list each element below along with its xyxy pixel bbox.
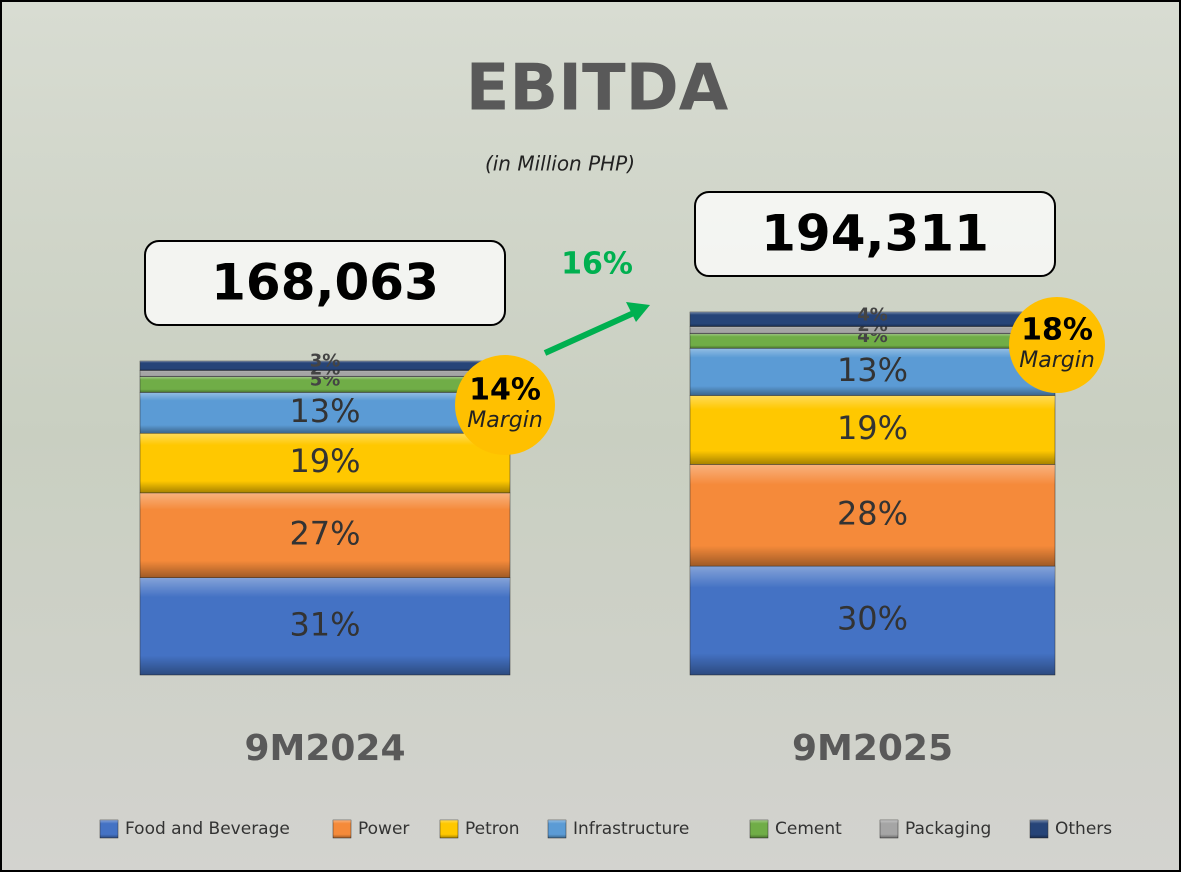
growth-label: 16%: [561, 247, 633, 282]
bar-shade: [140, 492, 510, 578]
bar-shade: [140, 370, 510, 377]
bar-shade: [140, 376, 510, 393]
chart-title: EBITDA: [466, 52, 729, 126]
bar-shade: [690, 566, 1055, 675]
total-label: 168,063: [211, 254, 439, 312]
total-box: [694, 191, 1056, 277]
x-tick-label: 9M2025: [792, 728, 953, 769]
bar-shade: [690, 395, 1055, 465]
legend-swatch-shade: [1030, 820, 1048, 838]
margin-caption: Margin: [467, 408, 543, 433]
data-label: 28%: [837, 494, 908, 532]
bar-shade: [690, 333, 1055, 349]
data-label: 27%: [289, 514, 360, 552]
legend-label: Others: [1055, 819, 1112, 839]
bar-shade: [690, 348, 1055, 396]
bar-shade: [140, 361, 510, 371]
data-label: 4%: [857, 304, 888, 325]
data-label: 3%: [310, 351, 341, 372]
legend-swatch-shade: [440, 820, 458, 838]
legend-swatch-shade: [750, 820, 768, 838]
margin-badge: [1009, 297, 1105, 393]
bar-shade: [140, 392, 510, 434]
growth-arrow: [543, 309, 638, 356]
bar-shade: [140, 577, 510, 675]
legend-label: Infrastructure: [573, 819, 689, 839]
legend-swatch-shade: [100, 820, 118, 838]
bar-shade: [690, 464, 1055, 567]
legend-label: Petron: [465, 819, 520, 839]
x-tick-label: 9M2024: [244, 728, 405, 769]
legend-swatch-shade: [333, 820, 351, 838]
data-label: 19%: [289, 442, 360, 480]
legend-label: Cement: [775, 819, 842, 839]
total-label: 194,311: [761, 205, 989, 263]
data-label: 13%: [289, 392, 360, 430]
bar-shade: [140, 433, 510, 493]
margin-label: 14%: [469, 373, 541, 408]
margin-label: 18%: [1021, 313, 1093, 348]
data-label: 31%: [289, 605, 360, 643]
data-label: 19%: [837, 409, 908, 447]
margin-badge: [455, 355, 555, 455]
total-box: [144, 240, 506, 327]
bar-shade: [690, 312, 1055, 327]
growth-arrow-head: [626, 302, 650, 322]
legend-swatch-shade: [548, 820, 566, 838]
legend-label: Food and Beverage: [125, 819, 290, 839]
bar-shade: [690, 326, 1055, 334]
data-label: 30%: [837, 600, 908, 638]
data-label: 13%: [837, 351, 908, 389]
subtitle: (in Million PHP): [485, 152, 635, 176]
legend-label: Packaging: [905, 819, 991, 839]
legend-label: Power: [358, 819, 409, 839]
margin-caption: Margin: [1019, 348, 1095, 373]
legend-swatch-shade: [880, 820, 898, 838]
